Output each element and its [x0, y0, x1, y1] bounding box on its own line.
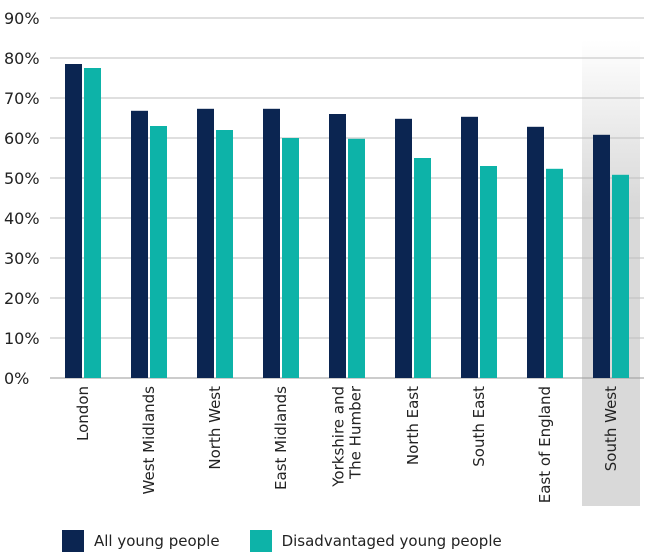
legend-swatch-all: [62, 530, 84, 552]
y-tick-label: 80%: [4, 49, 40, 68]
bar-all-young-people: [65, 64, 82, 378]
y-tick-label: 60%: [4, 129, 40, 148]
bar-all-young-people: [329, 114, 346, 378]
bar-all-young-people: [461, 116, 478, 379]
x-category-label: London: [74, 386, 92, 441]
x-category-label: East of England: [536, 386, 554, 503]
bar-disadvantaged-young-people: [84, 68, 101, 378]
bar-all-young-people: [395, 118, 412, 379]
x-category-label: The Humber: [347, 385, 365, 480]
x-category-label: North East: [404, 386, 422, 465]
x-category-label: Yorkshire and: [330, 386, 348, 488]
x-category-label: West Midlands: [140, 386, 158, 495]
y-tick-label: 0%: [4, 369, 29, 388]
y-tick-label: 90%: [4, 9, 40, 28]
legend-item-all-young-people: All young people: [62, 530, 220, 552]
bar-disadvantaged-young-people: [282, 138, 299, 378]
legend-item-disadvantaged-young-people: Disadvantaged young people: [249, 530, 502, 552]
y-tick-label: 20%: [4, 289, 40, 308]
bar-disadvantaged-young-people: [414, 158, 431, 378]
bar-all-young-people: [197, 108, 214, 379]
bar-disadvantaged-young-people: [612, 174, 629, 378]
bar-all-young-people: [263, 108, 280, 379]
y-tick-label: 40%: [4, 209, 40, 228]
bar-disadvantaged-young-people: [480, 166, 497, 378]
y-tick-label: 10%: [4, 329, 40, 348]
bar-disadvantaged-young-people: [348, 138, 365, 378]
legend: All young people Disadvantaged young peo…: [62, 530, 532, 552]
legend-label-all: All young people: [94, 532, 220, 550]
bar-disadvantaged-young-people: [216, 130, 233, 378]
x-category-label: North West: [206, 386, 224, 470]
y-tick-label: 50%: [4, 169, 40, 188]
bar-all-young-people: [527, 126, 544, 378]
legend-swatch-disadvantaged: [249, 530, 272, 552]
legend-label-disadvantaged: Disadvantaged young people: [281, 532, 502, 550]
bar-all-young-people: [131, 110, 148, 379]
y-tick-label: 30%: [4, 249, 40, 268]
bar-all-young-people: [593, 134, 610, 378]
x-category-label: East Midlands: [272, 386, 290, 490]
bar-disadvantaged-young-people: [150, 126, 167, 378]
x-category-label: South East: [470, 386, 488, 467]
highlight-band: [582, 40, 640, 506]
x-category-label: South West: [602, 386, 620, 471]
bar-disadvantaged-young-people: [546, 168, 563, 378]
y-tick-label: 70%: [4, 89, 40, 108]
